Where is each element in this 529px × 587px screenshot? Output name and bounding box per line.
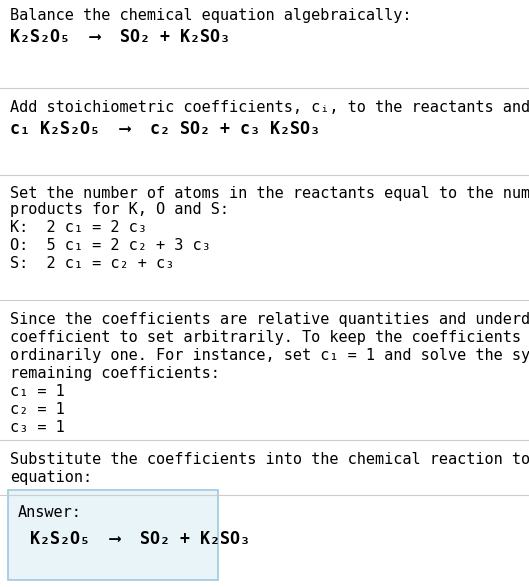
Text: products for K, O and S:: products for K, O and S: <box>10 202 229 217</box>
Text: Add stoichiometric coefficients, cᵢ, to the reactants and products:: Add stoichiometric coefficients, cᵢ, to … <box>10 100 529 115</box>
Text: K₂S₂O₅  ⟶  SO₂ + K₂SO₃: K₂S₂O₅ ⟶ SO₂ + K₂SO₃ <box>30 530 250 548</box>
Text: K₂S₂O₅  ⟶  SO₂ + K₂SO₃: K₂S₂O₅ ⟶ SO₂ + K₂SO₃ <box>10 28 230 46</box>
Text: c₁ K₂S₂O₅  ⟶  c₂ SO₂ + c₃ K₂SO₃: c₁ K₂S₂O₅ ⟶ c₂ SO₂ + c₃ K₂SO₃ <box>10 120 320 138</box>
Text: Substitute the coefficients into the chemical reaction to obtain the balanced: Substitute the coefficients into the che… <box>10 452 529 467</box>
Text: Since the coefficients are relative quantities and underdetermined, choose a: Since the coefficients are relative quan… <box>10 312 529 327</box>
Text: Answer:: Answer: <box>18 505 82 520</box>
Text: remaining coefficients:: remaining coefficients: <box>10 366 220 381</box>
Text: Set the number of atoms in the reactants equal to the number of atoms in the: Set the number of atoms in the reactants… <box>10 186 529 201</box>
Text: Balance the chemical equation algebraically:: Balance the chemical equation algebraica… <box>10 8 412 23</box>
Text: K:  2 c₁ = 2 c₃: K: 2 c₁ = 2 c₃ <box>10 220 147 235</box>
Text: equation:: equation: <box>10 470 92 485</box>
Text: c₂ = 1: c₂ = 1 <box>10 402 65 417</box>
Text: ordinarily one. For instance, set c₁ = 1 and solve the system of equations for t: ordinarily one. For instance, set c₁ = 1… <box>10 348 529 363</box>
Text: S:  2 c₁ = c₂ + c₃: S: 2 c₁ = c₂ + c₃ <box>10 256 174 271</box>
Text: O:  5 c₁ = 2 c₂ + 3 c₃: O: 5 c₁ = 2 c₂ + 3 c₃ <box>10 238 211 253</box>
Text: coefficient to set arbitrarily. To keep the coefficients small, the arbitrary va: coefficient to set arbitrarily. To keep … <box>10 330 529 345</box>
Text: c₁ = 1: c₁ = 1 <box>10 384 65 399</box>
FancyBboxPatch shape <box>8 490 218 580</box>
Text: c₃ = 1: c₃ = 1 <box>10 420 65 435</box>
